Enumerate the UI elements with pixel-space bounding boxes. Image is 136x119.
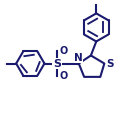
Text: N: N [74,53,83,63]
Text: S: S [106,59,114,69]
Text: S: S [53,59,61,69]
Text: O: O [60,47,68,57]
Text: O: O [60,71,68,81]
